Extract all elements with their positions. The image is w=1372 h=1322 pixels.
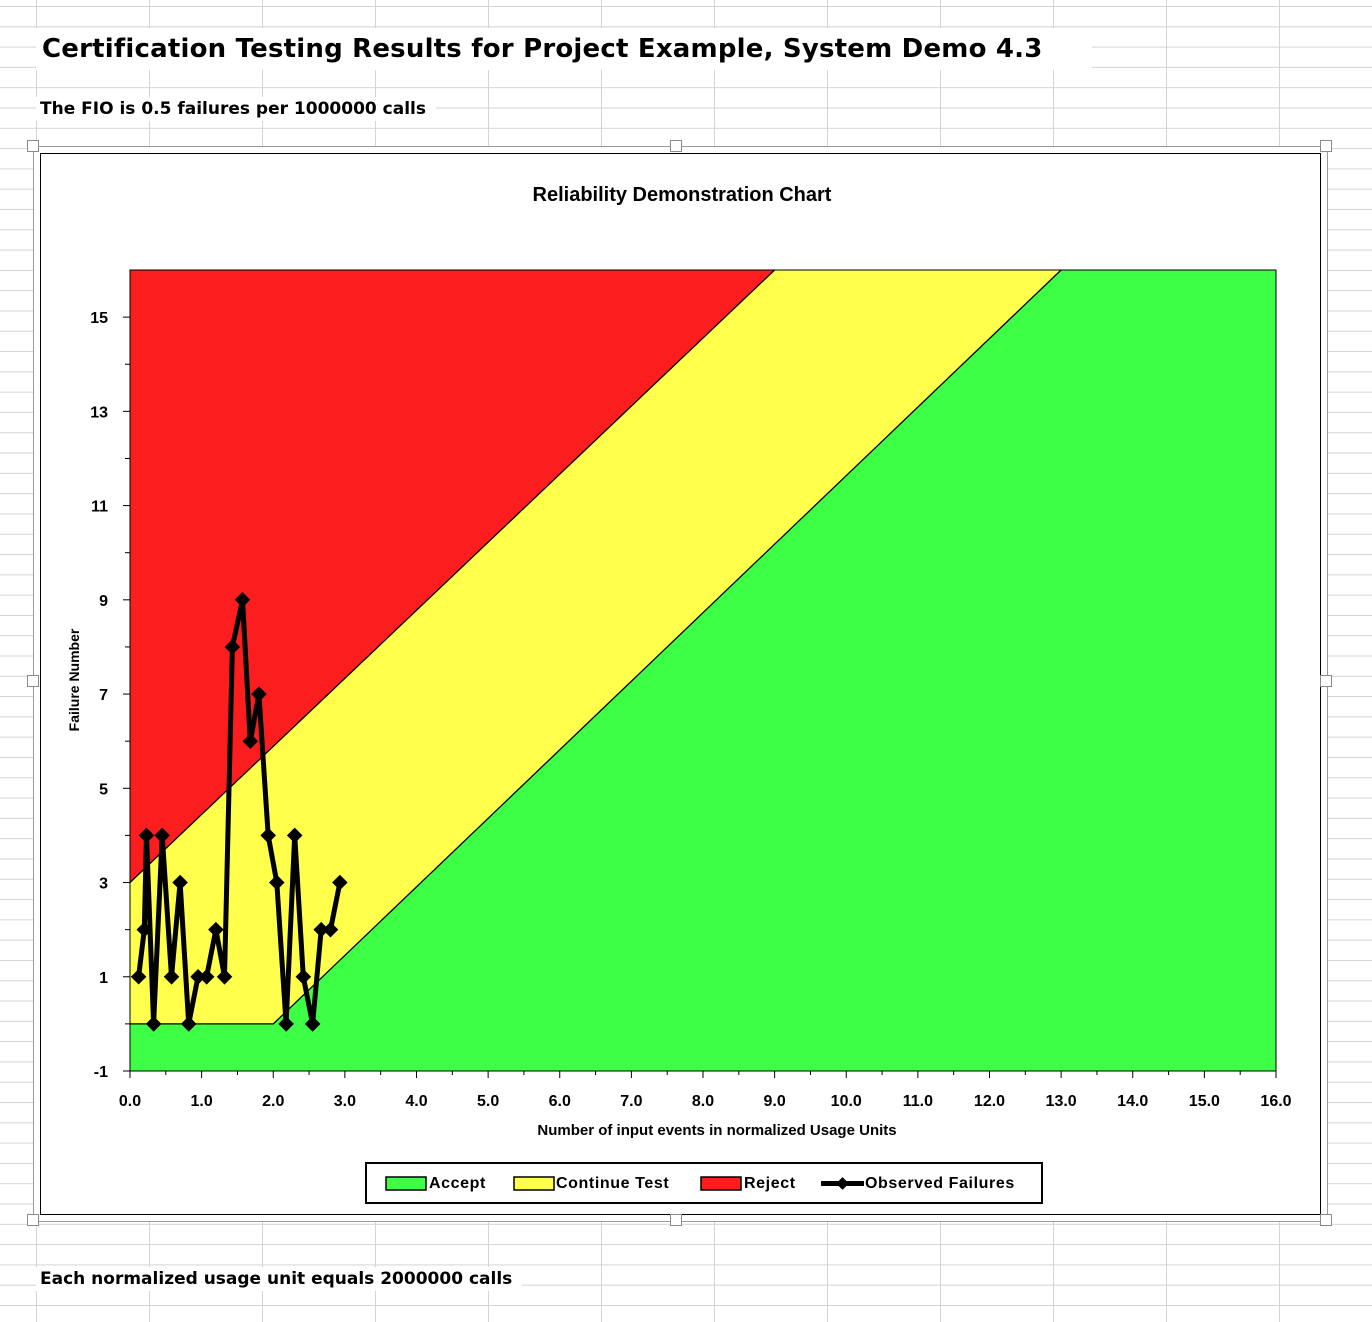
x-tick-label: 4.0 <box>405 1093 427 1110</box>
chart-title: Reliability Demonstration Chart <box>533 184 832 206</box>
observed-failure-point <box>269 874 285 891</box>
y-tick-label: 13 <box>90 404 108 421</box>
observed-failure-point <box>208 921 224 938</box>
x-tick-label: 13.0 <box>1046 1093 1077 1110</box>
resize-handle-bottom-right[interactable] <box>1320 1214 1332 1226</box>
observed-failure-point <box>180 1016 197 1032</box>
y-tick-label: 15 <box>90 310 108 327</box>
accept-boundary-line <box>130 269 1062 1025</box>
fio-note: The FIO is 0.5 failures per 1000000 call… <box>36 97 436 121</box>
legend-swatch-continue-test <box>513 1176 555 1191</box>
x-tick-label: 9.0 <box>764 1093 786 1110</box>
x-tick-label: 14.0 <box>1117 1093 1148 1110</box>
observed-failure-point <box>130 968 147 985</box>
x-tick-label: 1.0 <box>191 1093 213 1110</box>
observed-failure-point <box>242 733 259 749</box>
observed-failure-point <box>216 969 233 985</box>
x-tick-label: 8.0 <box>692 1093 714 1110</box>
y-tick-label: 1 <box>99 970 108 987</box>
x-tick-label: 11.0 <box>903 1093 933 1110</box>
x-tick-label: 3.0 <box>334 1093 356 1110</box>
x-tick-label: 16.0 <box>1260 1093 1291 1110</box>
observed-failure-point <box>304 1016 321 1032</box>
resize-handle-top-left[interactable] <box>27 140 39 152</box>
observed-failure-point <box>295 969 312 985</box>
x-tick-label: 0.0 <box>119 1093 141 1110</box>
resize-handle-middle-right[interactable] <box>1320 675 1332 687</box>
legend-label-continue-test: Continue Test <box>556 1175 669 1192</box>
y-tick-label: 3 <box>99 876 108 893</box>
legend-label-accept: Accept <box>429 1175 486 1192</box>
resize-handle-bottom-center[interactable] <box>670 1214 682 1226</box>
observed-failure-point <box>163 969 180 985</box>
x-tick-label: 6.0 <box>549 1093 571 1110</box>
legend-swatch-reject <box>700 1176 742 1191</box>
reject-boundary-line <box>129 269 776 883</box>
resize-handle-top-right[interactable] <box>1320 140 1332 152</box>
x-tick-label: 10.0 <box>831 1093 862 1110</box>
observed-failure-point <box>286 827 303 844</box>
resize-handle-bottom-left[interactable] <box>27 1214 39 1226</box>
observed-failure-point <box>260 827 276 844</box>
x-tick-label: 15.0 <box>1189 1093 1220 1110</box>
observed-failure-point <box>278 1016 294 1032</box>
x-tick-label: 2.0 <box>262 1093 284 1110</box>
resize-handle-top-center[interactable] <box>670 140 682 152</box>
y-tick-label: 7 <box>99 687 108 704</box>
y-tick-label: 5 <box>99 781 108 798</box>
y-axis-label: Failure Number <box>66 628 82 731</box>
legend-label-reject: Reject <box>744 1175 796 1192</box>
y-tick-label: 9 <box>99 593 108 610</box>
legend-label-observed-failures: Observed Failures <box>865 1175 1015 1192</box>
usage-unit-note: Each normalized usage unit equals 200000… <box>36 1267 523 1291</box>
legend: Accept Continue Test Reject Observed Fai… <box>365 1162 1043 1204</box>
y-tick-label: 11 <box>91 499 108 516</box>
legend-swatch-accept <box>385 1176 427 1191</box>
resize-handle-middle-left[interactable] <box>27 675 39 687</box>
x-axis-label: Number of input events in normalized Usa… <box>537 1122 896 1139</box>
x-tick-label: 5.0 <box>477 1093 499 1110</box>
x-tick-label: 7.0 <box>620 1093 642 1110</box>
y-tick-label: -1 <box>94 1064 108 1081</box>
x-tick-label: 12.0 <box>974 1093 1005 1110</box>
sheet-title: Certification Testing Results for Projec… <box>36 28 1092 70</box>
